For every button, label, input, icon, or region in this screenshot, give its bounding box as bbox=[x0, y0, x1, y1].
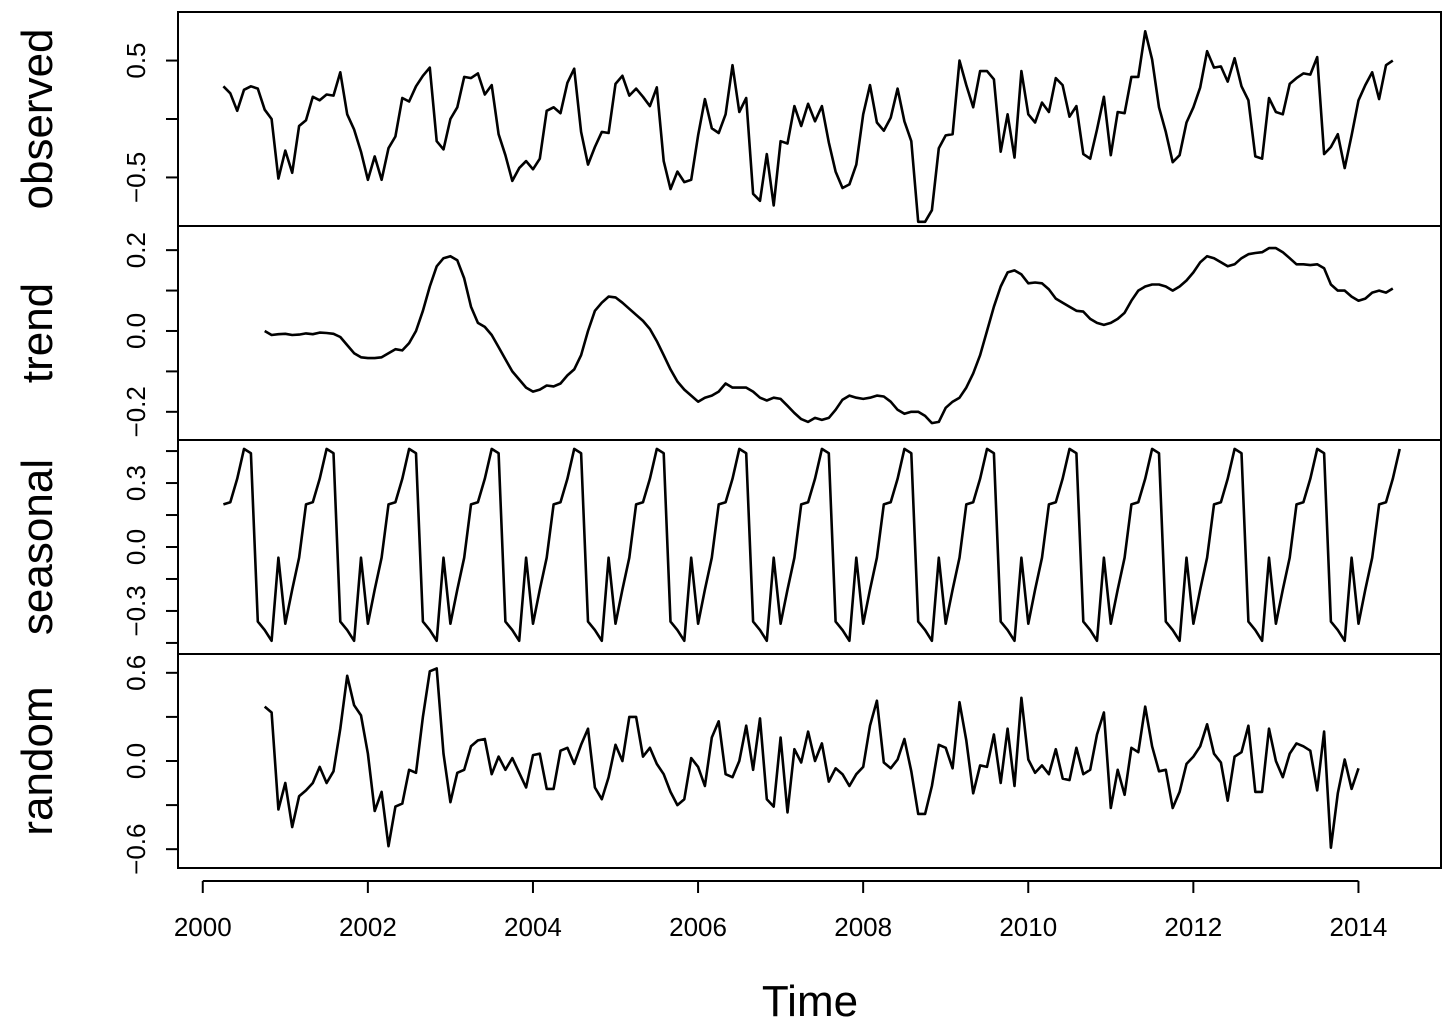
y-tick-label-random: −0.6 bbox=[121, 824, 151, 875]
x-tick-label: 2002 bbox=[339, 912, 397, 942]
y-tick-label-random: 0.0 bbox=[121, 743, 151, 779]
x-tick-label: 2014 bbox=[1330, 912, 1388, 942]
series-line-seasonal bbox=[223, 447, 1401, 643]
y-tick-label-trend: −0.2 bbox=[121, 386, 151, 437]
series-line-trend bbox=[264, 246, 1394, 425]
x-axis-title: Time bbox=[762, 977, 858, 1026]
y-tick-label-observed: −0.5 bbox=[121, 152, 151, 203]
y-tick-label-trend: 0.2 bbox=[121, 232, 151, 268]
y-tick-label-seasonal: 0.0 bbox=[121, 529, 151, 565]
x-tick-label: 2006 bbox=[669, 912, 727, 942]
series-line-observed bbox=[222, 29, 1394, 224]
y-tick-label-seasonal: 0.3 bbox=[121, 465, 151, 501]
x-tick-label: 2012 bbox=[1164, 912, 1222, 942]
x-tick-label: 2010 bbox=[999, 912, 1057, 942]
y-axis-title-seasonal: seasonal bbox=[13, 459, 62, 635]
y-tick-label-trend: 0.0 bbox=[121, 313, 151, 349]
x-tick-label: 2008 bbox=[834, 912, 892, 942]
y-axis-title-observed: observed bbox=[13, 28, 62, 209]
x-tick-label: 2004 bbox=[504, 912, 562, 942]
y-tick-label-observed: 0.5 bbox=[121, 42, 151, 78]
y-axis-title-trend: trend bbox=[13, 283, 62, 383]
series-line-random bbox=[263, 667, 1360, 850]
y-tick-label-seasonal: −0.3 bbox=[121, 585, 151, 636]
y-axis-title-random: random bbox=[13, 686, 62, 835]
x-tick-label: 2000 bbox=[174, 912, 232, 942]
y-tick-label-random: 0.6 bbox=[121, 655, 151, 691]
panel-frame-trend bbox=[177, 225, 1442, 441]
